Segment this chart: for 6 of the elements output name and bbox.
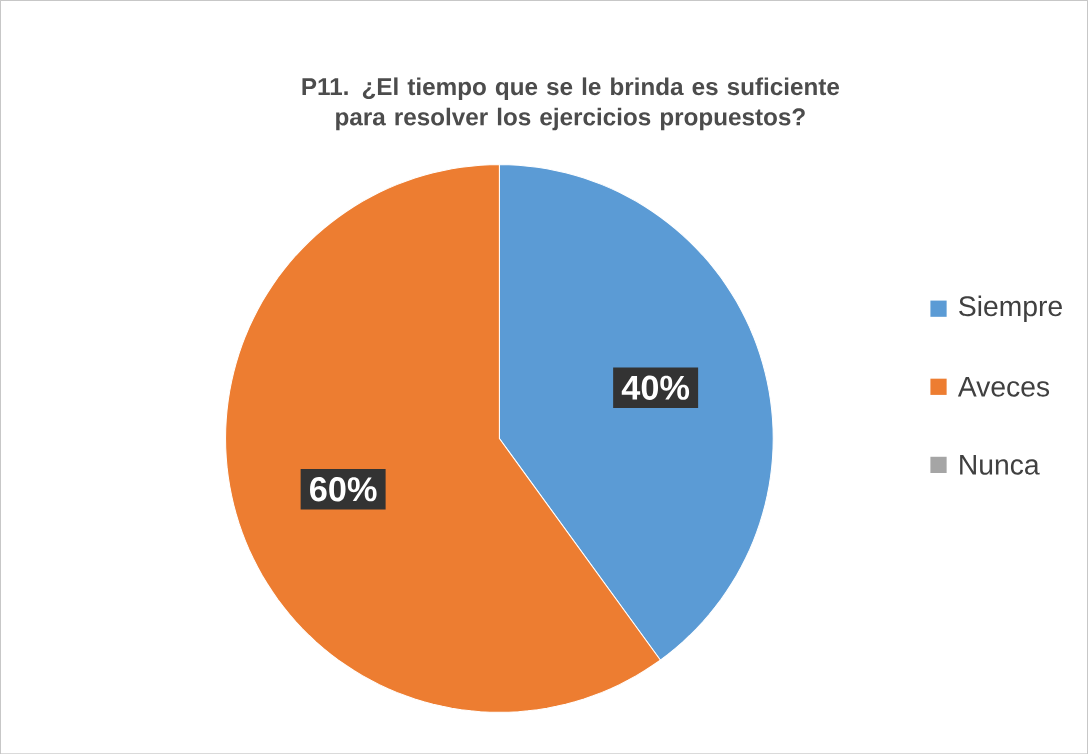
legend-label: Nunca xyxy=(960,454,1040,475)
data-label: 40% xyxy=(621,375,690,400)
legend-label: Siempre xyxy=(959,295,1062,322)
chart-title: P11. ¿El tiempo que se le brinda es suficiente para resolver los ejercicios propuestos? xyxy=(302,77,840,131)
legend-label: Aveces xyxy=(957,376,1050,397)
data-label: 60% xyxy=(310,476,377,502)
